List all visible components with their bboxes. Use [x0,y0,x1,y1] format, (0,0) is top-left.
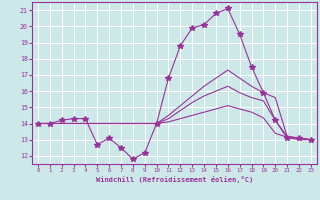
X-axis label: Windchill (Refroidissement éolien,°C): Windchill (Refroidissement éolien,°C) [96,176,253,183]
